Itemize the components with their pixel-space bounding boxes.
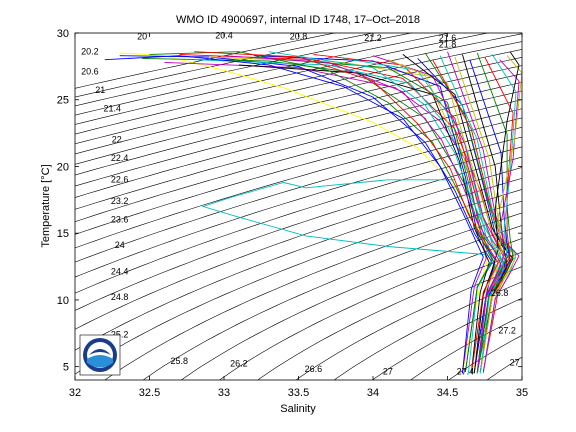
isopycnal-label: 22.6 xyxy=(111,175,129,185)
x-axis-title: Salinity xyxy=(280,403,316,415)
isopycnal-label: 27.4 xyxy=(457,367,475,377)
isopycnal-line xyxy=(75,33,451,116)
isopycnal-line xyxy=(75,90,522,210)
y-axis-title: Temperature [°C] xyxy=(40,164,52,247)
isopycnal-line xyxy=(219,238,522,380)
isopycnal-label: 22.4 xyxy=(111,153,129,163)
isopycnal-label: 21.8 xyxy=(439,40,457,50)
isopycnal-line xyxy=(180,225,522,380)
isopycnal-label: 25.8 xyxy=(171,356,189,366)
isopycnal-label: 24.4 xyxy=(111,267,129,277)
y-tick-label: 25 xyxy=(57,95,69,107)
x-tick-label: 32 xyxy=(69,387,81,399)
profile-line xyxy=(476,54,517,374)
isopycnal-label: 21 xyxy=(95,85,105,95)
isopycnal-line xyxy=(75,156,522,311)
plot-area xyxy=(75,33,522,380)
y-axis: 5 10 15 20 25 30 xyxy=(57,28,522,374)
x-tick-label: 34 xyxy=(367,387,379,399)
isopycnal-line xyxy=(75,146,522,294)
isopycnal-line xyxy=(142,212,522,380)
y-tick-label: 5 xyxy=(63,362,69,374)
isopycnal-label: 27.2 xyxy=(498,325,516,335)
isopycnal-line xyxy=(410,315,522,380)
profile-line xyxy=(194,51,499,374)
isopycnal-label: 21.4 xyxy=(104,104,122,114)
y-tick-label: 10 xyxy=(57,295,69,307)
isopycnal-label: 23.6 xyxy=(111,215,129,225)
isopycnal-label: 27 xyxy=(383,367,393,377)
isopycnal-label: 20.6 xyxy=(81,66,99,76)
isopycnal-line xyxy=(75,33,490,125)
profile-line xyxy=(476,59,520,373)
profile-line xyxy=(387,59,511,374)
isopycnal-line xyxy=(371,297,522,380)
isopycnal-line xyxy=(75,33,337,89)
profile-line xyxy=(473,55,522,373)
isopycnal-line xyxy=(333,281,522,380)
profile-line xyxy=(447,51,520,373)
isopycnal-label: 26.6 xyxy=(305,364,323,374)
profile-line xyxy=(372,55,508,373)
isopycnal-label: 22 xyxy=(112,134,122,144)
isopycnal-line xyxy=(75,57,522,165)
isopycnal-label: 24.8 xyxy=(111,292,129,302)
x-tick-label: 33 xyxy=(218,387,230,399)
isopycnal-line xyxy=(75,136,522,278)
profile-line xyxy=(164,61,487,374)
isopycnal-label: 21.2 xyxy=(364,33,382,43)
y-tick-label: 30 xyxy=(57,28,69,40)
isopycnal-line xyxy=(75,33,375,98)
isopycnal-line xyxy=(75,178,522,351)
isopycnal-label: 24 xyxy=(115,240,125,250)
profile-line xyxy=(179,53,508,373)
isopycnal-label: 23.2 xyxy=(111,196,129,206)
isopycnal-line xyxy=(75,108,522,235)
isopycnal-line xyxy=(75,126,522,263)
isopycnal-label: 21.6 xyxy=(439,33,457,43)
noaa-logo xyxy=(79,334,121,376)
isopycnal-label: 20.2 xyxy=(81,46,99,56)
x-tick-label: 35 xyxy=(516,387,528,399)
profile-series xyxy=(104,51,522,374)
y-tick-label: 20 xyxy=(57,161,69,173)
isopycnal-line xyxy=(75,33,413,107)
profile-line xyxy=(473,51,520,374)
profile-line xyxy=(223,55,502,373)
isopycnal-label: 26.2 xyxy=(230,359,248,369)
x-tick-label: 32.5 xyxy=(139,387,160,399)
isopycnal-line xyxy=(75,33,522,135)
isopycnal-line xyxy=(75,41,522,145)
isopycnal-line xyxy=(75,99,522,222)
profile-line xyxy=(454,56,517,374)
isopycnal-label: 26.8 xyxy=(491,288,509,298)
isopycnal-line xyxy=(295,266,522,380)
isopycnal-line xyxy=(75,65,522,176)
isopycnal-line xyxy=(75,117,522,249)
y-tick-label: 15 xyxy=(57,228,69,240)
isopycnal-line xyxy=(75,167,522,330)
profile-line xyxy=(268,51,505,374)
isopycnal-label: 27 xyxy=(510,357,520,367)
profile-line xyxy=(104,55,484,374)
profile-line xyxy=(238,64,490,374)
x-axis: 32 32.5 33 33.5 34 34.5 35 xyxy=(69,33,528,399)
profile-line xyxy=(149,51,493,373)
x-tick-label: 33.5 xyxy=(288,387,309,399)
isopycnal-line xyxy=(75,73,522,187)
isopycnal-label: 25.2 xyxy=(111,329,129,339)
profile-line xyxy=(201,179,485,255)
isopycnal-labels: 20 20.2 20.6 21 21.4 22 22.4 22.6 23.2 23.6 24 24.4… xyxy=(81,30,519,376)
isopycnal-label: 20 xyxy=(137,32,147,42)
chart-title: WMO ID 4900697, internal ID 1748, 17–Oct… xyxy=(176,14,420,26)
x-tick-label: 34.5 xyxy=(437,387,458,399)
isopycnal-line xyxy=(257,251,522,380)
